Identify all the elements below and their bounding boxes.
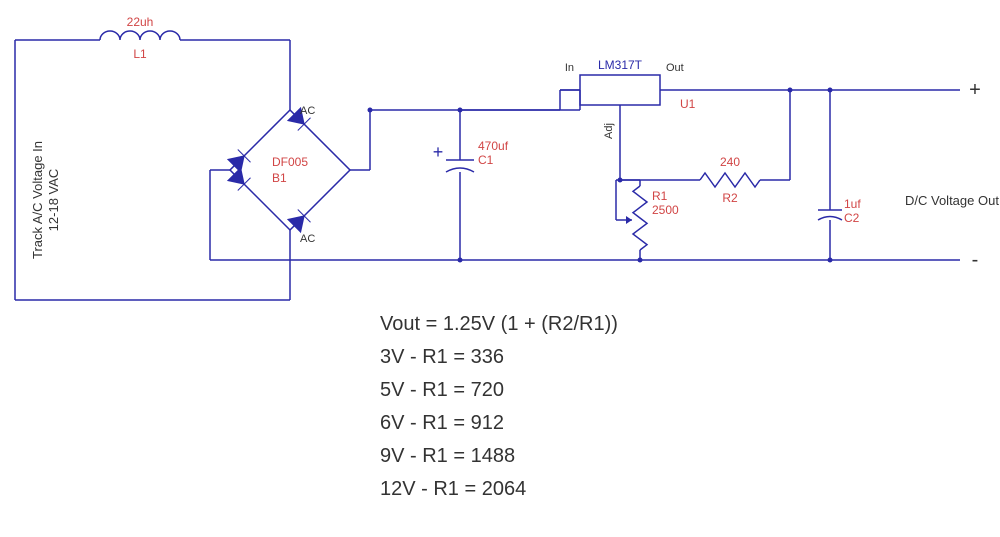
formula-row-0: 3V - R1 = 336 — [380, 346, 504, 368]
schematic-canvas: 22uh L1 Track A/C Voltage In12-18 VAC AC AC D… — [0, 0, 1000, 537]
formula-row-1: 5V - R1 = 720 — [380, 379, 504, 401]
output-plus: + — [969, 79, 981, 101]
formula-row-2: 6V - R1 = 912 — [380, 412, 504, 434]
r1-ref: R1 — [652, 189, 668, 203]
reg-pin-adj: Adj — [603, 123, 615, 139]
bridge-ref: B1 — [272, 171, 287, 185]
r2-ref: R2 — [722, 191, 738, 205]
c2-ref: C2 — [844, 211, 860, 225]
inductor-value: 22uh — [127, 15, 154, 29]
svg-text:+: + — [433, 142, 444, 162]
input-label-line1: Track A/C Voltage In — [30, 141, 45, 259]
formula-row-4: 12V - R1 = 2064 — [380, 478, 526, 500]
reg-part: LM317T — [598, 58, 643, 72]
reg-pin-in: In — [565, 62, 574, 74]
reg-pin-out: Out — [666, 62, 684, 74]
output-minus: - — [972, 249, 979, 271]
r2-value: 240 — [720, 155, 740, 169]
c1-value: 470uf — [478, 139, 509, 153]
bridge-pin-ac-bot: AC — [300, 233, 315, 245]
formula-row-3: 9V - R1 = 1488 — [380, 445, 515, 467]
c1-ref: C1 — [478, 153, 494, 167]
output-label: D/C Voltage Out — [905, 193, 999, 208]
bridge-pin-ac-top: AC — [300, 105, 315, 117]
bridge-part: DF005 — [272, 155, 308, 169]
formula-eq: Vout = 1.25V (1 + (R2/R1)) — [380, 313, 618, 335]
input-label-line2: 12-18 VAC — [46, 169, 61, 232]
reg-ref: U1 — [680, 97, 696, 111]
c2-value: 1uf — [844, 197, 861, 211]
inductor-ref: L1 — [133, 47, 147, 61]
r1-value: 2500 — [652, 203, 679, 217]
